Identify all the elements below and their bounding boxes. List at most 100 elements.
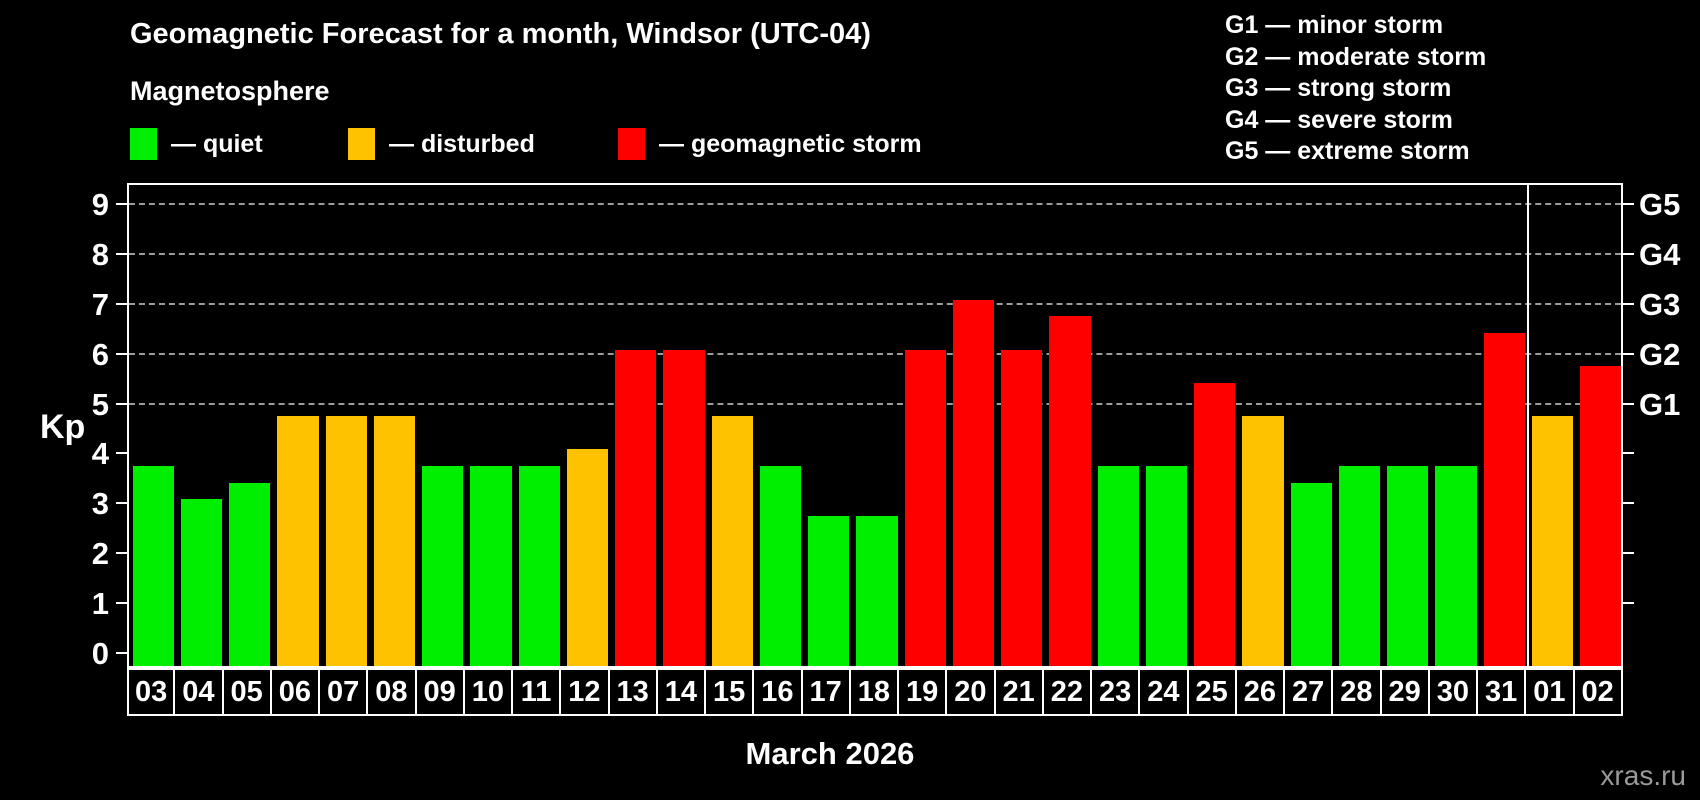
g-legend-line-g5: G5 — extreme storm xyxy=(1225,137,1470,165)
day-label-20: 20 xyxy=(945,668,996,716)
y-axis-tick-label-6: 6 xyxy=(91,336,109,372)
y-axis-tick-label-8: 8 xyxy=(91,236,109,272)
day-label-12: 12 xyxy=(559,668,610,716)
kp-bar-day-08 xyxy=(373,415,416,666)
day-label-04: 04 xyxy=(173,668,224,716)
right-axis-tick-5 xyxy=(1623,402,1634,405)
kp-bar-day-22 xyxy=(1049,316,1091,666)
kp-bar-day-15 xyxy=(711,415,753,666)
y-axis-tick-0 xyxy=(116,652,127,654)
right-axis-tick-8 xyxy=(1623,252,1634,255)
magnetosphere-legend-title: Magnetosphere xyxy=(130,76,330,106)
g-legend-line-g1: G1 — minor storm xyxy=(1225,11,1444,39)
kp-bar-day-17 xyxy=(808,515,850,666)
gridline-kp9 xyxy=(129,202,1621,205)
legend-item-disturbed: — disturbed xyxy=(348,128,535,160)
y-axis-tick-1 xyxy=(116,602,127,605)
right-axis-label-g3: G3 xyxy=(1639,286,1681,322)
kp-bar-day-20 xyxy=(952,299,995,666)
kp-bar-day-14 xyxy=(663,349,705,666)
legend-item-label: — quiet xyxy=(171,129,263,158)
y-axis-tick-label-3: 3 xyxy=(91,486,109,522)
y-axis-tick-label-2: 2 xyxy=(91,536,109,572)
y-axis-tick-3 xyxy=(116,502,127,505)
kp-bar-day-01 xyxy=(1531,415,1574,666)
kp-bar-day-16 xyxy=(759,465,802,666)
day-label-07: 07 xyxy=(318,668,369,716)
kp-bar-day-25 xyxy=(1194,383,1236,666)
kp-bar-day-12 xyxy=(566,449,609,666)
g-scale-legend: G1 — minor storm G2 — moderate storm G3 — … xyxy=(1225,10,1486,168)
quiet-color-swatch-icon xyxy=(130,128,157,160)
day-label-25: 25 xyxy=(1186,668,1237,716)
day-label-26: 26 xyxy=(1234,668,1285,716)
month-axis-title: March 2026 xyxy=(745,736,915,771)
y-axis-tick-9 xyxy=(116,202,127,205)
day-axis-row: 03 04 05 06 07 08 09 10 11 12 13 14 15 16 17 18 19 20 21 22… xyxy=(127,668,1627,716)
kp-bar-day-28 xyxy=(1338,465,1381,666)
legend-item-storm: — geomagnetic storm xyxy=(618,128,922,160)
kp-bar-day-23 xyxy=(1097,465,1139,666)
right-axis-tick-3 xyxy=(1623,502,1634,505)
y-axis-tick-5 xyxy=(116,402,127,405)
legend-item-quiet: — quiet xyxy=(130,128,263,160)
gridline-kp6 xyxy=(129,352,1621,355)
gridline-kp7 xyxy=(129,302,1621,305)
y-axis-tick-label-5: 5 xyxy=(91,386,109,422)
g-legend-line-g4: G4 — severe storm xyxy=(1225,105,1453,134)
plot-area: 0 1 2 3 4 5 6 7 8 9 G1 G2 G3 G4 G5 xyxy=(92,183,1680,669)
y-axis-tick-label-0: 0 xyxy=(91,636,109,671)
kp-bar-day-10 xyxy=(470,465,512,666)
day-label-22: 22 xyxy=(1041,668,1092,716)
right-axis-label-g1: G1 xyxy=(1639,386,1681,422)
day-label-14: 14 xyxy=(655,668,706,716)
day-label-05: 05 xyxy=(221,668,272,716)
watermark: xras.ru xyxy=(1600,760,1686,791)
kp-bar-day-30 xyxy=(1435,465,1477,666)
day-label-11: 11 xyxy=(511,668,562,716)
right-axis-tick-9 xyxy=(1623,202,1634,205)
right-axis-tick-2 xyxy=(1623,552,1634,555)
y-axis-tick-label-9: 9 xyxy=(91,186,109,222)
g-legend-line-g3: G3 — strong storm xyxy=(1225,74,1452,102)
day-label-23: 23 xyxy=(1090,668,1141,716)
kp-bar-day-03 xyxy=(132,465,174,666)
day-label-03: 03 xyxy=(127,668,176,716)
legend-item-label: — geomagnetic storm xyxy=(659,129,922,158)
day-label-31: 31 xyxy=(1476,668,1527,716)
day-label-24: 24 xyxy=(1138,668,1189,716)
y-axis-tick-4 xyxy=(116,452,127,455)
day-label-06: 06 xyxy=(269,668,320,716)
kp-bar-day-06 xyxy=(277,415,319,666)
kp-bar-day-29 xyxy=(1387,465,1429,666)
day-label-08: 08 xyxy=(366,668,417,716)
day-label-18: 18 xyxy=(848,668,899,716)
day-label-15: 15 xyxy=(704,668,755,716)
day-label-30: 30 xyxy=(1427,668,1478,716)
kp-bar-day-11 xyxy=(518,465,560,666)
right-axis-label-g4: G4 xyxy=(1639,236,1681,272)
day-label-02: 02 xyxy=(1572,668,1623,716)
y-axis-tick-label-4: 4 xyxy=(91,436,109,472)
y-axis-tick-7 xyxy=(116,302,127,305)
day-label-10: 10 xyxy=(462,668,513,716)
kp-bar-day-31 xyxy=(1483,333,1525,666)
magnetosphere-legend: — quiet — disturbed — geomagnetic storm xyxy=(0,128,1700,168)
y-axis-tick-label-1: 1 xyxy=(91,586,109,622)
day-label-01: 01 xyxy=(1524,668,1575,716)
g-legend-line-g2: G2 — moderate storm xyxy=(1225,42,1487,71)
day-label-28: 28 xyxy=(1331,668,1382,716)
right-axis-tick-4 xyxy=(1623,452,1634,455)
right-axis-tick-6 xyxy=(1623,352,1634,355)
kp-bar-day-26 xyxy=(1242,415,1284,666)
legend-item-label: — disturbed xyxy=(389,129,535,158)
day-label-19: 19 xyxy=(897,668,948,716)
right-axis-label-g5: G5 xyxy=(1639,186,1681,222)
kp-bar-day-04 xyxy=(180,499,222,666)
gridline-kp8 xyxy=(129,252,1621,255)
kp-bar-day-07 xyxy=(325,415,367,666)
right-axis-label-g2: G2 xyxy=(1639,336,1681,372)
kp-bar-day-09 xyxy=(422,465,464,666)
kp-bar-day-05 xyxy=(229,482,271,666)
